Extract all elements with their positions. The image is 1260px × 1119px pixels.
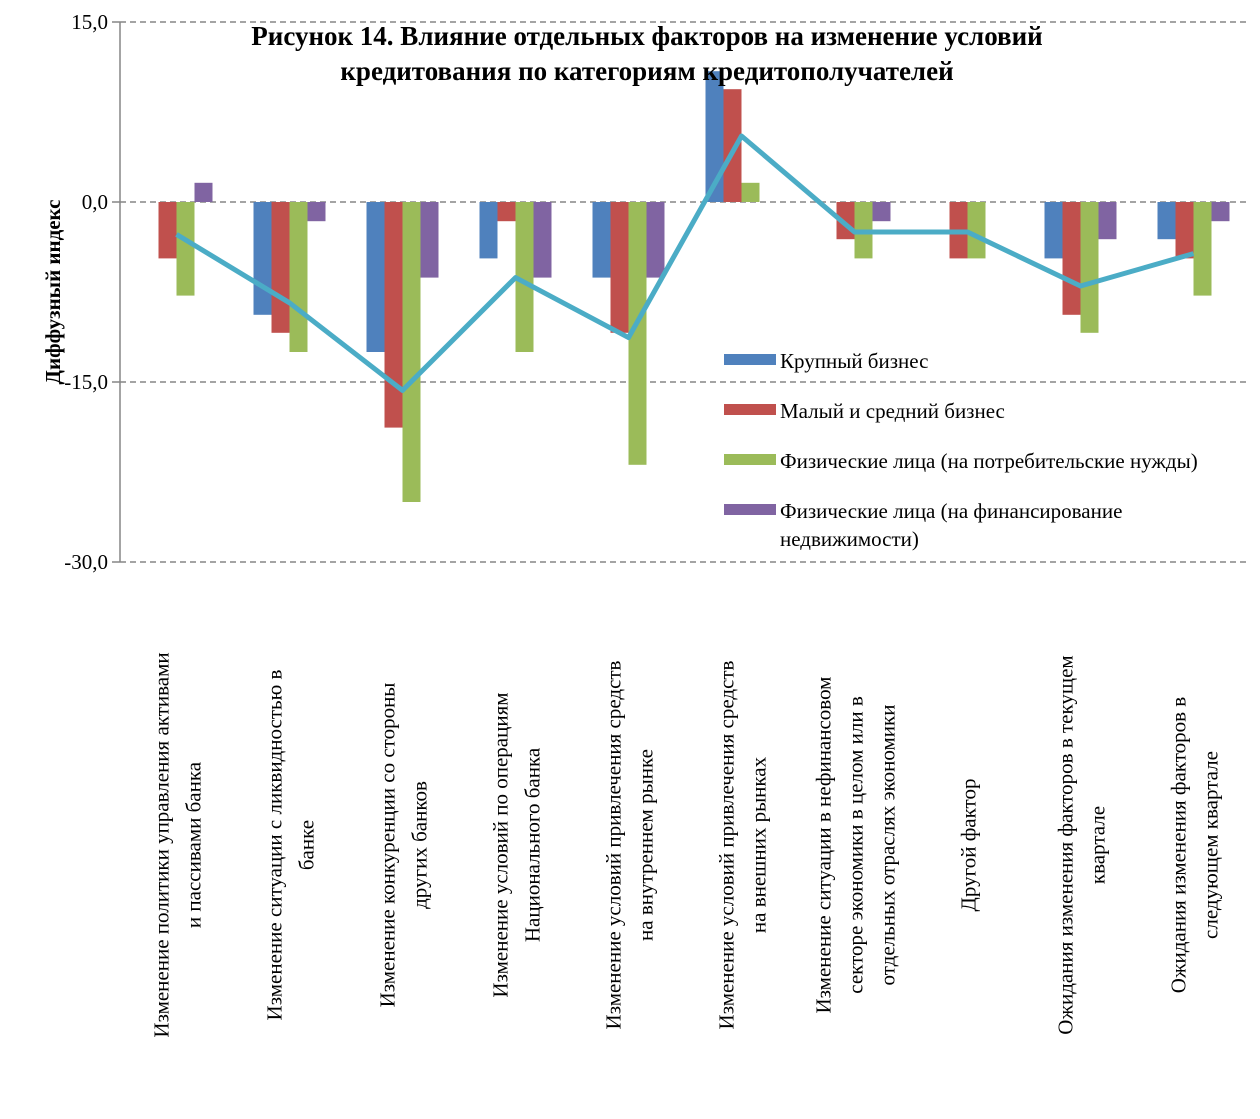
chart-title: Рисунок 14. Влияние отдельных факторов н… xyxy=(251,21,1042,86)
legend-swatch xyxy=(724,354,776,365)
bar xyxy=(366,202,385,352)
bar xyxy=(384,202,403,428)
category-label: Ожидания изменения факторов в xyxy=(1167,697,1191,994)
legend-swatch xyxy=(724,504,776,515)
bar xyxy=(479,202,498,259)
category-label: Изменение политики управления активами xyxy=(150,652,174,1037)
bar xyxy=(628,202,647,465)
category-label: Изменение конкуренции со стороны xyxy=(376,683,400,1008)
legend-swatch xyxy=(724,404,776,415)
bar xyxy=(1175,202,1194,259)
bar xyxy=(610,202,629,333)
bar xyxy=(271,202,290,333)
category-label: Изменение условий привлечения средств xyxy=(602,660,626,1029)
bar xyxy=(289,202,308,352)
bar xyxy=(497,202,516,222)
bar xyxy=(1062,202,1081,315)
category-label: Изменение условий по операциям xyxy=(489,692,513,997)
bar xyxy=(1044,202,1063,259)
bar xyxy=(515,202,534,352)
category-label: Изменение ситуации в нефинансовом xyxy=(812,677,836,1014)
bar xyxy=(1157,202,1176,240)
legend-label: Физические лица (на финансирование xyxy=(780,499,1122,523)
category-label: Изменение условий привлечения средств xyxy=(715,660,739,1029)
bar xyxy=(1211,202,1230,222)
legend-swatch xyxy=(724,454,776,465)
bar xyxy=(1193,202,1212,296)
bar xyxy=(872,202,891,222)
chart-title-line: Рисунок 14. Влияние отдельных факторов н… xyxy=(251,21,1042,51)
category-label: следующем квартале xyxy=(1199,751,1223,939)
category-label: на внутреннем рынке xyxy=(634,749,658,941)
y-tick-label: -30,0 xyxy=(64,550,108,574)
category-label: Национального банка xyxy=(521,747,545,942)
category-label: отдельных отраслях экономики xyxy=(876,705,900,986)
bar xyxy=(194,182,213,202)
y-tick-label: 15,0 xyxy=(71,10,108,34)
bar xyxy=(158,202,177,259)
bar xyxy=(1098,202,1117,240)
bar xyxy=(646,202,665,278)
bar xyxy=(420,202,439,278)
bar xyxy=(967,202,986,259)
bar xyxy=(705,71,724,202)
chart-title-line: кредитования по категориям кредитополуча… xyxy=(340,56,953,86)
legend: Крупный бизнес Малый и средний бизнес Физи… xyxy=(724,349,1198,551)
y-tick-label: -15,0 xyxy=(64,370,108,394)
category-labels: Изменение политики управления активами и … xyxy=(150,652,1223,1037)
legend-label: Физические лица (на потребительские нужд… xyxy=(780,449,1198,473)
category-label: других банков xyxy=(408,781,432,909)
category-label: квартале xyxy=(1086,806,1110,884)
legend-label: Крупный бизнес xyxy=(780,349,928,373)
bar xyxy=(741,182,760,202)
y-tick-label: 0,0 xyxy=(82,190,108,214)
category-label: на внешних рынках xyxy=(747,756,771,933)
bar xyxy=(592,202,611,278)
bar xyxy=(253,202,272,315)
bar xyxy=(723,89,742,202)
legend-label: Малый и средний бизнес xyxy=(780,399,1005,423)
category-label: секторе экономики в целом или в xyxy=(844,696,868,994)
category-label: и пассивами банка xyxy=(182,761,206,928)
category-label: Другой фактор xyxy=(957,779,981,912)
legend-label: недвижимости) xyxy=(780,527,919,551)
bars xyxy=(158,71,1230,502)
bar xyxy=(307,202,326,222)
category-label: Изменение ситуации с ликвидностью в xyxy=(263,669,287,1020)
trend-line xyxy=(175,133,1195,393)
y-tick-labels: 15,0 0,0 -15,0 -30,0 xyxy=(64,10,108,574)
category-label: Ожидания изменения факторов в текущем xyxy=(1054,655,1078,1034)
bar xyxy=(1080,202,1099,333)
category-label: банке xyxy=(295,820,319,870)
bar xyxy=(402,202,421,502)
bar xyxy=(533,202,552,278)
bar xyxy=(176,202,195,296)
y-axis-label: Диффузный индекс xyxy=(41,200,65,385)
